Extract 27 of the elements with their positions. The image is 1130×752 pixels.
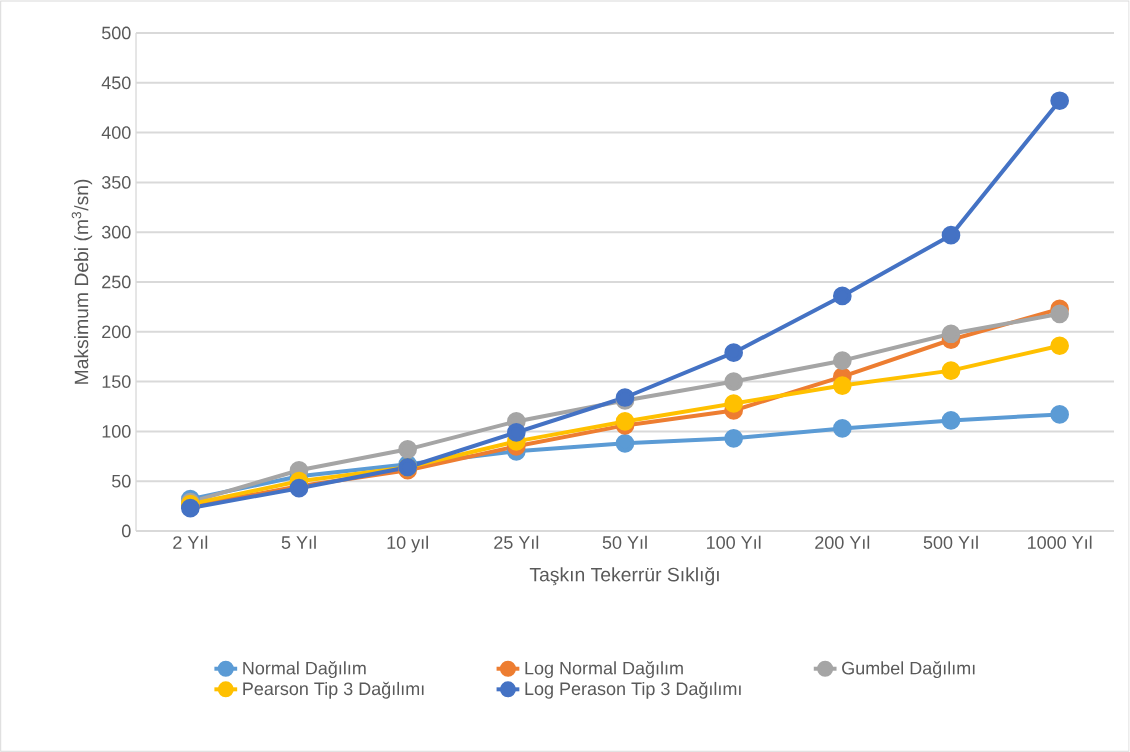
legend-label: Normal Dağılım xyxy=(243,661,366,679)
x-tick-label: 25 Yıl xyxy=(494,535,539,549)
x-tick-label: 200 Yıl xyxy=(815,535,870,549)
y-tick-label: 100 xyxy=(102,425,131,438)
y-tick-label: 250 xyxy=(102,275,131,289)
y-tick-label: 300 xyxy=(101,225,131,239)
x-tick-label: 10 yıl xyxy=(387,535,428,553)
x-tick-label: 1000 Yıl xyxy=(1028,535,1092,549)
legend-label: Gumbel Dağılımı xyxy=(842,661,975,679)
y-tick-label: 500 xyxy=(101,26,131,40)
x-tick-label: 2 Yıl xyxy=(173,535,208,549)
y-tick-label: 400 xyxy=(101,126,131,139)
x-tick-label: 100 Yıl xyxy=(707,535,761,549)
legend-label: Log Normal Dağılım xyxy=(525,661,683,679)
y-tick-label: 150 xyxy=(102,375,131,388)
y-tick-label: 450 xyxy=(101,76,131,90)
x-tick-label: 500 Yıl xyxy=(923,535,978,549)
legend-label: Pearson Tip 3 Dağılımı xyxy=(243,681,424,699)
legend-label: Log Perason Tip 3 Dağılımı xyxy=(525,681,741,699)
x-axis-title: Taşkın Tekerrür Sıklığı xyxy=(529,566,719,586)
y-tick-label: 50 xyxy=(111,474,131,488)
y-tick-label: 0 xyxy=(122,524,131,538)
y-axis-title: Maksimum Debi (m$^{3}$/sn) xyxy=(71,179,93,384)
x-tick-label: 50 Yıl xyxy=(602,535,647,549)
x-tick-label: 5 Yıl xyxy=(281,535,316,549)
y-tick-label: 200 xyxy=(102,325,131,339)
y-tick-label: 350 xyxy=(101,176,131,189)
